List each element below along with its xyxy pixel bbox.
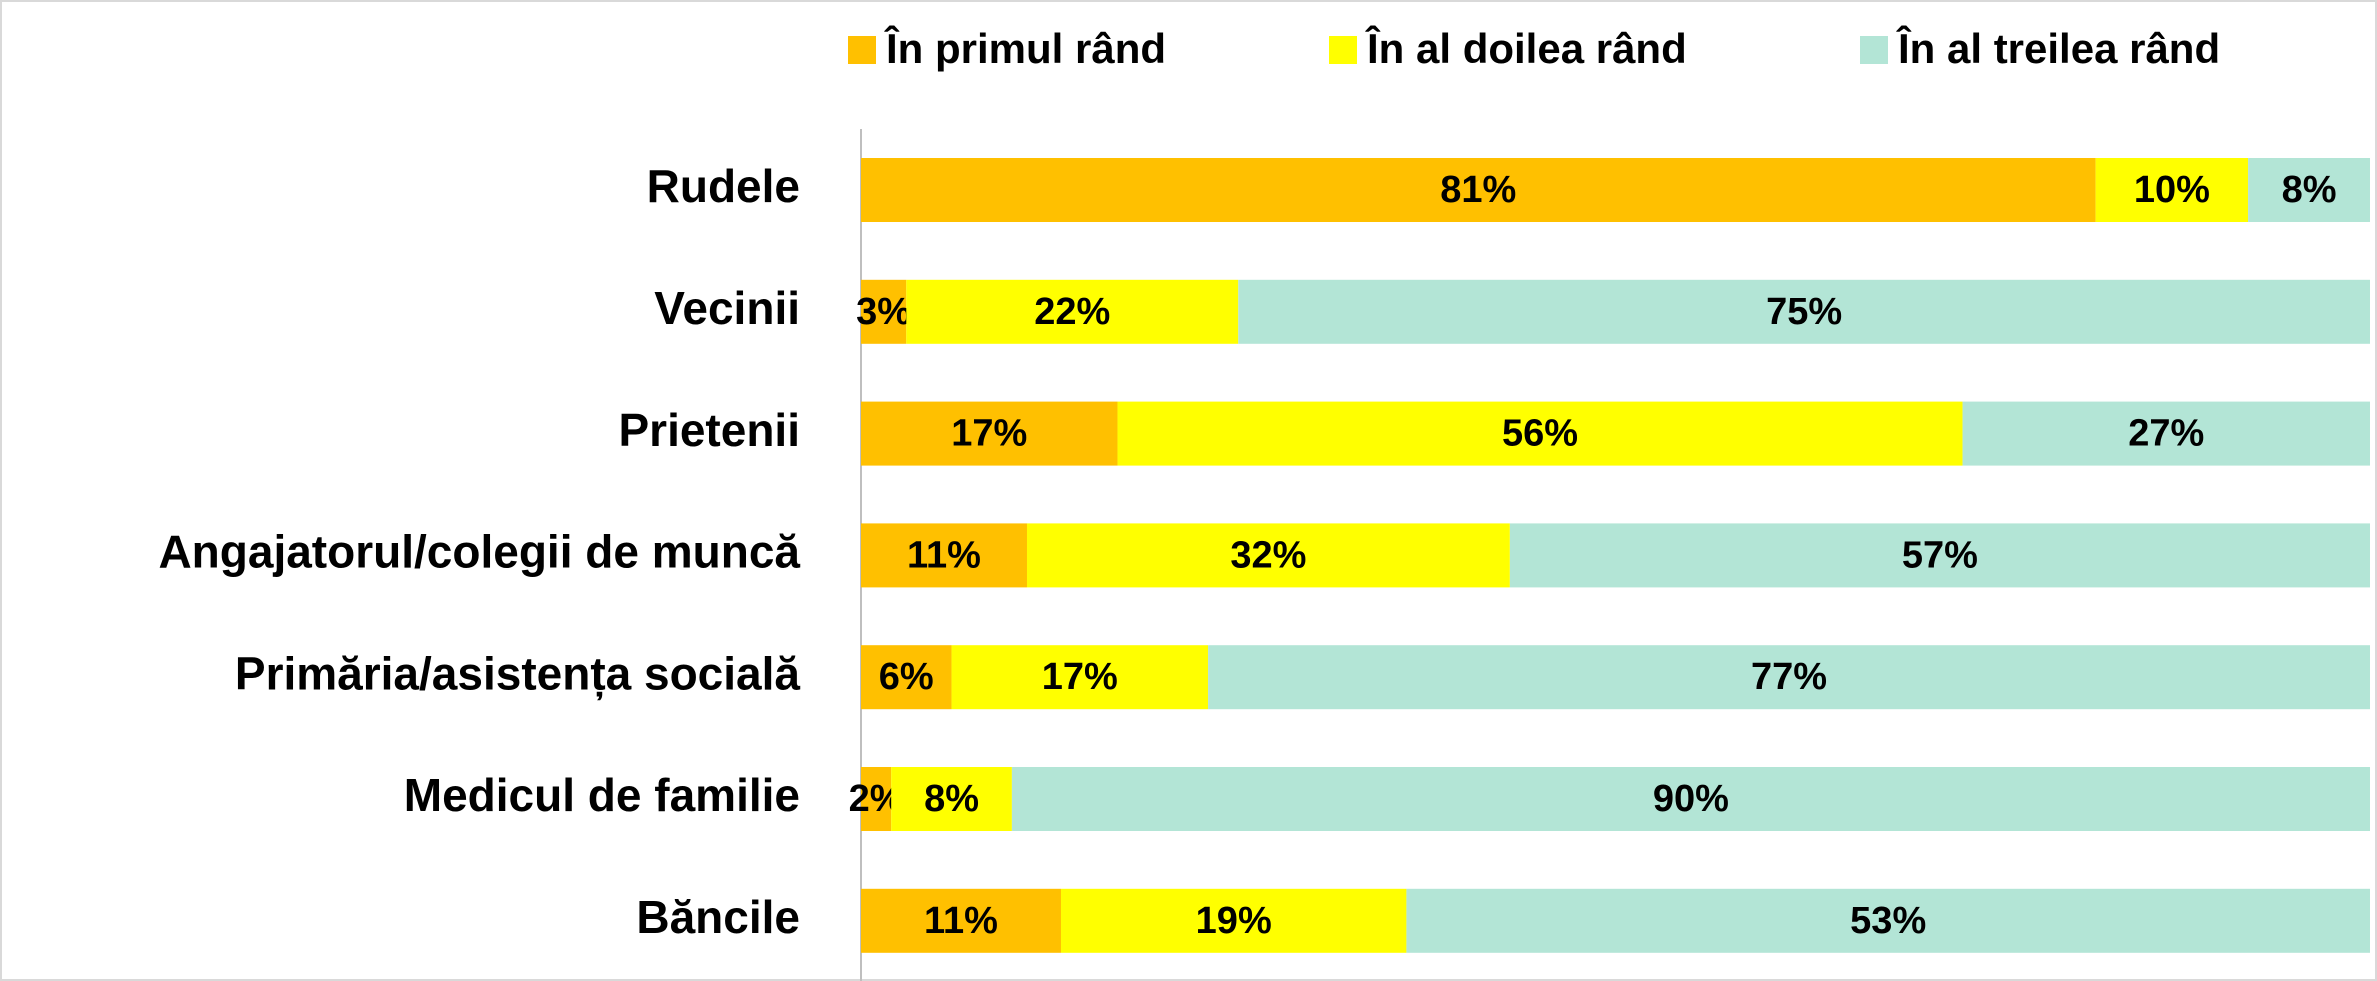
bar-segment bbox=[1011, 767, 2370, 831]
legend-label: În al doilea rând bbox=[1365, 24, 1687, 72]
data-label: 6% bbox=[879, 656, 934, 698]
category-label: Prietenii bbox=[618, 404, 800, 456]
data-label: 3% bbox=[856, 291, 911, 333]
data-label: 22% bbox=[1034, 291, 1110, 333]
category-label: Vecinii bbox=[654, 282, 800, 334]
data-label: 81% bbox=[1440, 169, 1516, 211]
data-label: 57% bbox=[1902, 534, 1978, 576]
bar-segment bbox=[861, 523, 1027, 588]
data-label: 17% bbox=[1042, 656, 1118, 698]
data-label: 77% bbox=[1751, 656, 1827, 698]
bar-segment bbox=[1962, 401, 2370, 466]
bar-segment bbox=[861, 279, 907, 344]
legend-label: În al treilea rând bbox=[1896, 24, 2220, 72]
data-label: 32% bbox=[1230, 534, 1306, 576]
legend-swatch bbox=[1860, 36, 1888, 64]
bar-segment bbox=[1208, 645, 2370, 710]
bar-segment bbox=[1117, 401, 1963, 466]
data-label: 75% bbox=[1766, 291, 1842, 333]
bar-segment bbox=[1026, 523, 1510, 588]
category-label: Angajatorul/colegii de muncă bbox=[158, 526, 800, 578]
bar-segment bbox=[1060, 888, 1407, 953]
data-label: 27% bbox=[2128, 413, 2204, 455]
category-label: Băncile bbox=[636, 891, 800, 943]
bar-segment bbox=[861, 401, 1118, 466]
data-label: 8% bbox=[924, 778, 979, 820]
bar-segment bbox=[1238, 279, 2370, 344]
data-label: 8% bbox=[2282, 169, 2337, 211]
data-label: 11% bbox=[924, 900, 998, 942]
bar-segment bbox=[1509, 523, 2370, 588]
data-label: 19% bbox=[1196, 900, 1272, 942]
data-label: 17% bbox=[951, 413, 1027, 455]
bar-segment bbox=[861, 158, 2096, 222]
bar-segment bbox=[951, 645, 1209, 710]
data-label: 53% bbox=[1850, 900, 1926, 942]
bar-segment bbox=[861, 888, 1061, 953]
bar-segment bbox=[861, 767, 892, 831]
bar-segment bbox=[2248, 158, 2370, 222]
bar-segment bbox=[2095, 158, 2249, 222]
category-label: Medicul de familie bbox=[404, 769, 800, 821]
bar-segment bbox=[861, 645, 952, 710]
bar-segment bbox=[906, 279, 1239, 344]
data-label: 90% bbox=[1653, 778, 1729, 820]
data-label: 56% bbox=[1502, 413, 1578, 455]
category-label: Rudele bbox=[647, 160, 800, 212]
category-label: Primăria/asistența socială bbox=[235, 647, 801, 700]
bar-segment bbox=[891, 767, 1012, 831]
legend-swatch bbox=[848, 36, 876, 64]
bar-segment bbox=[1406, 888, 2370, 953]
data-label: 11% bbox=[907, 534, 981, 576]
legend-label: În primul rând bbox=[884, 24, 1166, 72]
data-label: 10% bbox=[2134, 169, 2210, 211]
legend-swatch bbox=[1329, 36, 1357, 64]
